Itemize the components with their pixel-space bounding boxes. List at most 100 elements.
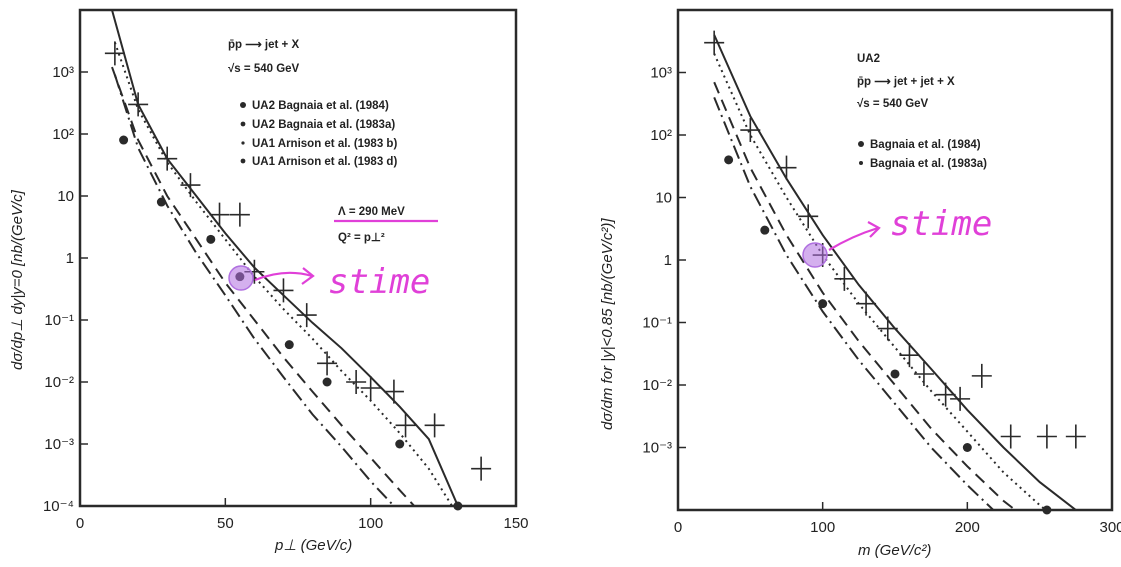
legend-marker: [859, 161, 863, 165]
chart-right-x-ticks: 0 100 200 300: [674, 502, 1121, 536]
chart-left-data-point-errorbar: [424, 413, 445, 438]
chart-left-legend-1: UA2 Bagnaia et al. (1984): [252, 100, 389, 112]
chart-right-legend-2: Bagnaia et al. (1983a): [870, 158, 987, 170]
chart-left-data-point-errorbar: [273, 278, 294, 303]
chart-right-y-tick-label: 10⁻³: [642, 440, 672, 457]
chart-right-curve-dashdot: [713, 97, 995, 510]
chart-right-data-point-errorbar: [935, 382, 956, 407]
chart-right: 0 100 200 300 10⁻³ 10⁻² 10⁻¹ 1 10 10² 10³ m (GeV/…: [599, 8, 1121, 559]
chart-left-data-point-errorbar: [209, 202, 230, 227]
chart-left-data-point-errorbar: [471, 456, 492, 481]
legend-marker: [241, 141, 245, 145]
chart-right-x-label: m (GeV/c²): [858, 542, 931, 559]
chart-left-y-tick-label: 10⁻³: [44, 436, 74, 453]
arrow-head-icon: [867, 221, 881, 238]
chart-left-data-point-errorbar: [360, 376, 381, 401]
chart-right-data-point: [962, 443, 972, 452]
chart-right-data-point-errorbar: [834, 266, 855, 291]
highlight-circle: [228, 265, 254, 291]
chart-right-y-label: dσ/dm for |y|<0.85 [nb/(GeV/c²)]: [599, 218, 616, 430]
legend-marker: [858, 141, 864, 147]
chart-left-y-ticks: 10⁻⁴ 10⁻³ 10⁻² 10⁻¹ 1 10 10² 10³: [43, 64, 88, 515]
chart-right-x-tick-label: 0: [674, 519, 682, 536]
chart-left-data-point: [284, 340, 294, 350]
chart-left-x-label: p⊥ (GeV/c): [274, 537, 352, 554]
chart-right-data-point-errorbar: [1065, 424, 1086, 449]
chart-right-y-tick-label: 1: [664, 252, 672, 269]
chart-left-data-point-errorbar: [346, 370, 367, 394]
chart-left-data-point-errorbar: [128, 92, 149, 117]
chart-left-legend-4: UA1 Arnison et al. (1983 d): [252, 156, 397, 168]
chart-left-data-point-errorbar: [104, 41, 125, 66]
highlight-arrow: [254, 271, 313, 282]
highlight-arrow: [828, 226, 879, 251]
chart-left-data-point: [322, 377, 332, 387]
chart-right-data-point-errorbar: [913, 361, 934, 386]
chart-right-handwritten-note: stime: [890, 204, 992, 244]
arrow-head-icon: [301, 267, 315, 285]
chart-left-annotation-q2: Q² = p⊥²: [338, 232, 385, 244]
chart-left-legend-2: UA2 Bagnaia et al. (1983a): [252, 119, 395, 131]
chart-left-frame: [78, 8, 518, 508]
chart-right-y-tick-label: 10⁻²: [642, 377, 672, 394]
chart-left-data-point: [206, 234, 216, 244]
chart-right-data-point: [890, 369, 900, 379]
chart-left-curve-dotted: [113, 42, 453, 506]
chart-right-data-point-errorbar: [704, 30, 725, 55]
chart-right-data-point-errorbar: [1000, 424, 1021, 449]
chart-left-legend-3: UA1 Arnison et al. (1983 b): [252, 138, 397, 150]
chart-left-data-point-errorbar: [395, 413, 416, 438]
chart-right-data-point: [818, 299, 828, 309]
chart-left-x-tick-label: 0: [76, 515, 84, 532]
chart-right-points: [704, 30, 1086, 515]
chart-right-x-tick-label: 100: [810, 519, 835, 536]
chart-left-x-tick-label: 100: [358, 515, 383, 532]
chart-left-y-tick-label: 10⁻⁴: [43, 498, 74, 515]
chart-right-y-tick-label: 10³: [650, 65, 672, 82]
chart-left-data-point-errorbar: [296, 303, 317, 328]
chart-right-data-point-errorbar: [899, 343, 920, 368]
chart-right-x-tick-label: 300: [1099, 519, 1121, 536]
chart-left-y-label: dσ/dp⊥ dy|y=0 [nb/(GeV/c]: [9, 189, 26, 370]
chart-right-y-tick-label: 10: [655, 190, 672, 207]
chart-right-data-point-errorbar: [740, 118, 761, 143]
highlight-circle: [802, 242, 828, 268]
chart-left-data-point-errorbar: [383, 379, 404, 404]
legend-marker: [240, 158, 246, 164]
chart-right-y-tick-label: 10²: [650, 127, 672, 144]
chart-left-data-point-errorbar: [317, 351, 338, 376]
chart-left-handwritten-note: stime: [328, 262, 430, 302]
chart-right-data-point: [760, 225, 770, 235]
chart-left-y-tick-label: 10⁻²: [44, 374, 74, 391]
chart-left-data-point: [156, 197, 166, 207]
chart-right-x-tick-label: 200: [955, 519, 980, 536]
chart-left-x-ticks: 0 50 100 150: [76, 498, 529, 532]
chart-right-data-point-errorbar: [971, 363, 992, 388]
chart-left-data-point: [453, 501, 463, 511]
chart-left-annotation-lambda: Λ = 290 MeV: [338, 206, 405, 218]
chart-right-data-point: [1042, 505, 1052, 515]
chart-left-x-tick-label: 50: [217, 515, 234, 532]
chart-left-data-point-errorbar: [157, 146, 178, 171]
chart-right-legend-1: Bagnaia et al. (1984): [870, 139, 981, 151]
chart-left-y-tick-label: 10: [57, 188, 74, 205]
chart-left-legend-title-1: p̄p ⟶ jet + X: [228, 39, 299, 51]
chart-left-y-tick-label: 10⁻¹: [44, 312, 74, 329]
chart-left-data-point-errorbar: [180, 173, 201, 198]
chart-left-y-tick-label: 10²: [52, 126, 74, 143]
chart-right-data-point-errorbar: [877, 316, 898, 341]
chart-right-data-point: [724, 155, 734, 165]
chart-right-y-tick-label: 10⁻¹: [642, 315, 672, 332]
chart-left-curve-dashed: [111, 66, 416, 506]
chart-right-curve-dashed: [713, 81, 1017, 510]
chart-left-x-tick-label: 150: [503, 515, 528, 532]
chart-right-data-point-errorbar: [776, 155, 797, 180]
chart-left-curve-dashdot: [113, 74, 395, 506]
chart-right-legend-title-3: √s = 540 GeV: [857, 97, 929, 110]
chart-right-data-point-errorbar: [1036, 424, 1057, 449]
chart-left-y-tick-label: 1: [66, 250, 74, 267]
chart-left-data-point: [119, 135, 129, 145]
chart-left-data-point-errorbar: [229, 202, 250, 227]
chart-right-data-point-errorbar: [798, 204, 819, 229]
